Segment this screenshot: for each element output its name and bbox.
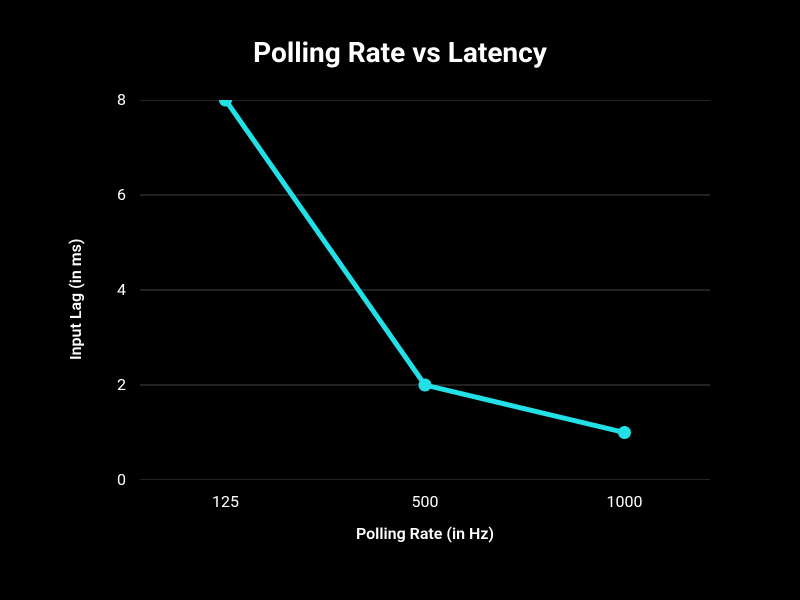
y-tick-label: 8 [117,90,126,109]
y-tick-label: 2 [117,375,126,394]
data-point [619,427,631,439]
y-axis-label: Input Lag (in ms) [66,238,85,360]
data-point [419,379,431,391]
x-axis-label: Polling Rate (in Hz) [345,524,505,543]
x-tick-label: 125 [206,492,246,511]
plot-area [140,100,710,480]
chart-container: Polling Rate vs Latency Input Lag (in ms… [0,0,800,600]
x-tick-label: 1000 [605,492,645,511]
y-tick-label: 0 [117,470,126,489]
y-tick-label: 4 [117,280,126,299]
y-tick-label: 6 [117,185,126,204]
chart-title: Polling Rate vs Latency [0,36,800,69]
x-tick-label: 500 [405,492,445,511]
